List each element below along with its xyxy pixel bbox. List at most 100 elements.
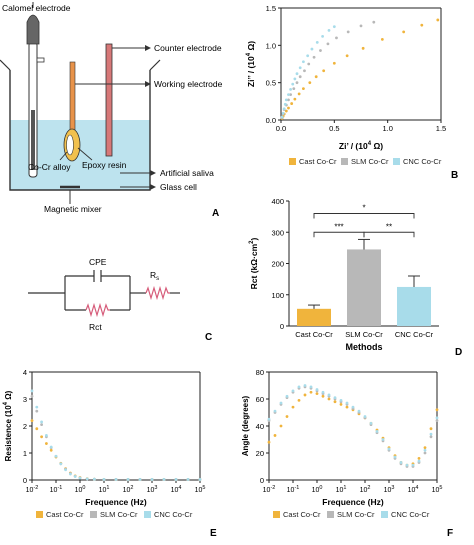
y-tick-label: 100 xyxy=(271,291,284,300)
data-point-slm xyxy=(335,36,338,40)
data-point-cnc xyxy=(302,60,305,64)
data-point-cnc xyxy=(293,77,297,81)
data-point-cnc xyxy=(284,98,288,102)
data-point-cast xyxy=(290,102,294,105)
bar-cnc xyxy=(397,286,431,326)
y-axis-label: Angle (degrees) xyxy=(241,395,250,456)
x-tick-label: 10-2 xyxy=(26,485,39,494)
data-point-cnc xyxy=(291,82,295,86)
data-point-cast xyxy=(287,106,290,110)
data-point-slm xyxy=(295,81,299,85)
data-point-cnc xyxy=(150,478,154,481)
chart-e-resistance: 10-2 10-1 100 101 102 103 104 105 0 1 2 3 4 Frequence… xyxy=(3,368,217,539)
data-point-cnc xyxy=(387,447,391,451)
data-point-cast xyxy=(429,427,433,431)
x-tick-label: 0.0 xyxy=(276,124,286,133)
label-working: Working electrode xyxy=(154,79,223,89)
label-glass: Glass cell xyxy=(160,182,197,192)
panel-letter-a: A xyxy=(212,208,219,219)
legend-swatch-slm xyxy=(90,511,97,518)
data-point-cast xyxy=(345,405,349,409)
panel-letter-d: D xyxy=(455,347,462,358)
data-point-cast xyxy=(284,109,288,113)
data-point-cast xyxy=(308,81,312,85)
legend-swatch-cnc xyxy=(381,511,388,518)
data-point-cast xyxy=(402,30,406,34)
y-axis-label: Resistence (104 Ω) xyxy=(3,390,13,461)
data-point-cnc xyxy=(393,455,397,459)
data-point-cnc xyxy=(327,393,331,397)
y-tick-label: 20 xyxy=(256,449,264,458)
data-point-cast xyxy=(321,394,325,398)
significance-label: ** xyxy=(386,222,392,231)
y-axis-label: Rct (kΩ·cm2) xyxy=(249,237,259,289)
y-tick-label: 0.0 xyxy=(266,116,276,125)
data-point-cnc xyxy=(174,478,178,481)
x-tick-label: 104 xyxy=(408,485,419,494)
x-tick-label: 100 xyxy=(312,485,323,494)
data-point-slm xyxy=(30,394,34,398)
y-tick-label: 1.5 xyxy=(266,4,276,13)
data-point-cnc xyxy=(291,389,295,393)
data-point-cast xyxy=(345,54,349,58)
data-point-cast xyxy=(423,446,427,449)
data-point-cnc xyxy=(321,390,325,394)
x-tick-label: 105 xyxy=(195,485,206,494)
legend-swatch-cast xyxy=(36,511,43,518)
data-point-cnc xyxy=(363,415,367,418)
data-point-slm xyxy=(423,451,427,455)
data-point-cnc xyxy=(69,472,72,476)
y-tick-label: 60 xyxy=(256,395,264,404)
data-point-cnc xyxy=(315,40,319,44)
data-point-cast xyxy=(309,390,313,394)
legend-swatch-slm xyxy=(327,511,334,518)
data-point-cnc xyxy=(45,434,48,437)
data-point-cnc xyxy=(93,477,96,481)
data-point-cast xyxy=(327,397,331,401)
data-point-cast xyxy=(303,393,307,397)
legend-label-cast: Cast Co-Cr xyxy=(299,157,337,166)
panel-letter-c: C xyxy=(205,332,212,343)
data-point-slm xyxy=(35,409,39,413)
x-tick-label: 101 xyxy=(99,485,110,494)
data-point-cast xyxy=(420,23,424,27)
y-tick-label: 4 xyxy=(23,368,27,377)
y-tick-label: 0 xyxy=(23,476,27,485)
data-point-cnc xyxy=(59,462,63,466)
x-tick-label: 103 xyxy=(384,485,395,494)
bar-slm xyxy=(347,249,381,326)
data-point-slm xyxy=(326,42,330,46)
data-point-cnc xyxy=(287,93,290,97)
data-point-cnc xyxy=(283,102,287,106)
label-counter: Counter electrode xyxy=(154,43,222,53)
data-point-cast xyxy=(333,400,337,404)
data-point-cnc xyxy=(280,115,284,119)
legend-label-slm: SLM Co-Cr xyxy=(351,157,389,166)
data-point-cnc xyxy=(303,384,307,387)
data-point-slm xyxy=(303,69,306,73)
data-point-cnc xyxy=(399,461,403,464)
legend-label-cnc: CNC Co-Cr xyxy=(154,510,193,519)
data-point-slm xyxy=(307,62,311,66)
data-point-cnc xyxy=(282,107,286,111)
data-point-cnc xyxy=(357,409,361,413)
data-point-slm xyxy=(289,93,292,97)
bar-cast xyxy=(297,308,331,326)
y-tick-label: 300 xyxy=(271,228,284,237)
calomel-electrode xyxy=(26,2,45,178)
data-point-cnc xyxy=(267,417,271,421)
data-point-cnc xyxy=(273,409,277,413)
y-tick-label: 1 xyxy=(23,449,27,458)
data-point-cnc xyxy=(285,394,289,398)
data-point-cnc xyxy=(85,477,89,481)
significance-label: * xyxy=(362,204,365,213)
legend-label-cast: Cast Co-Cr xyxy=(46,510,84,519)
significance-bracket xyxy=(313,231,365,238)
y-tick-label: 3 xyxy=(23,395,27,404)
category-label: SLM Co-Cr xyxy=(345,330,383,339)
data-point-cast xyxy=(302,87,305,91)
data-point-cnc xyxy=(35,405,39,409)
data-point-cast xyxy=(49,448,53,452)
data-point-cnc xyxy=(295,72,299,76)
legend-label-slm: SLM Co-Cr xyxy=(100,510,138,519)
